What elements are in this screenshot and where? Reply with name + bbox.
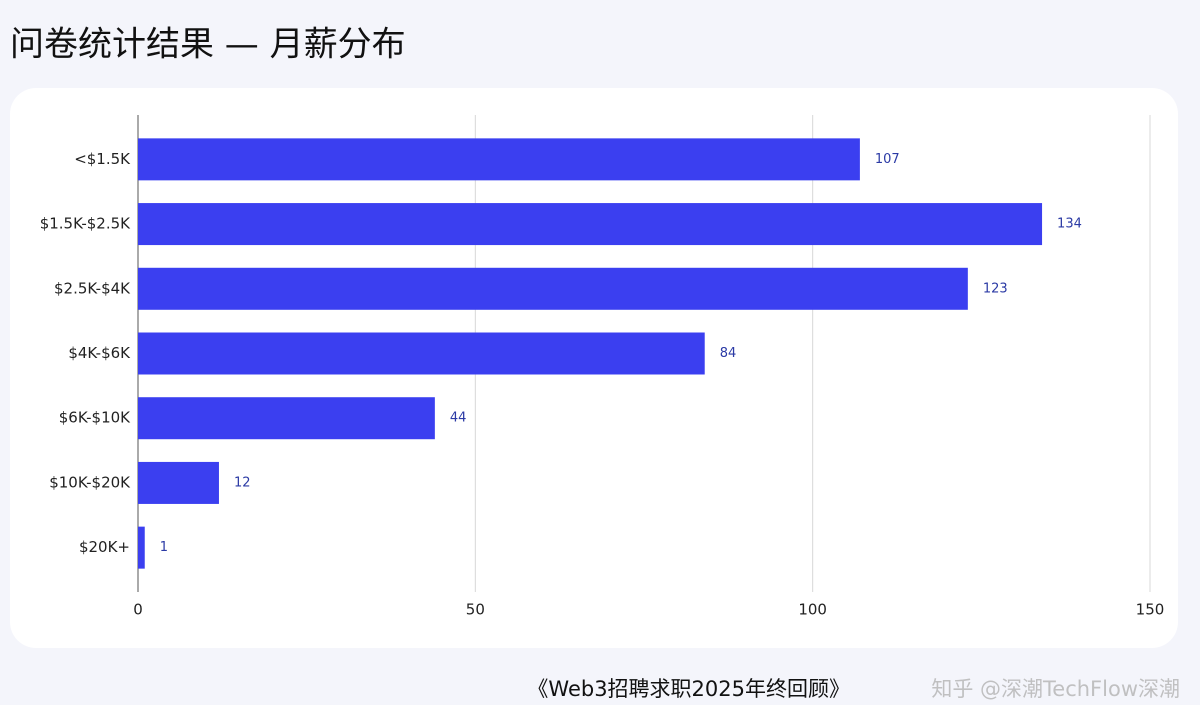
bar [138, 526, 145, 569]
x-tick-label: 100 [798, 601, 827, 619]
value-label: 44 [450, 411, 467, 426]
x-tick-label: 0 [133, 601, 143, 619]
chart-title: 问卷统计结果 — 月薪分布 [10, 25, 406, 65]
source: 《Web3招聘求职2025年终回顾》 [527, 677, 850, 701]
y-tick-label: <$1.5K [74, 150, 131, 168]
y-tick-label: $1.5K-$2.5K [40, 215, 131, 233]
y-tick-label: $4K-$6K [68, 344, 131, 362]
y-tick-label: $20K+ [79, 538, 130, 556]
bar [138, 461, 219, 504]
value-label: 12 [234, 475, 251, 490]
y-tick-label: $2.5K-$4K [54, 279, 131, 297]
bar [138, 397, 435, 440]
value-label: 84 [720, 346, 737, 361]
bar [138, 267, 968, 310]
value-label: 107 [875, 152, 900, 167]
bar [138, 203, 1043, 246]
bar [138, 138, 860, 181]
value-label: 1 [160, 540, 168, 555]
bar [138, 332, 705, 375]
y-tick-label: $10K-$20K [49, 473, 131, 491]
x-tick-label: 150 [1136, 601, 1165, 619]
x-tick-label: 50 [466, 601, 485, 619]
value-label: 134 [1057, 217, 1082, 232]
value-label: 123 [983, 281, 1008, 296]
y-tick-label: $6K-$10K [59, 409, 131, 427]
watermark: 知乎 @深潮TechFlow深潮 [931, 677, 1180, 701]
